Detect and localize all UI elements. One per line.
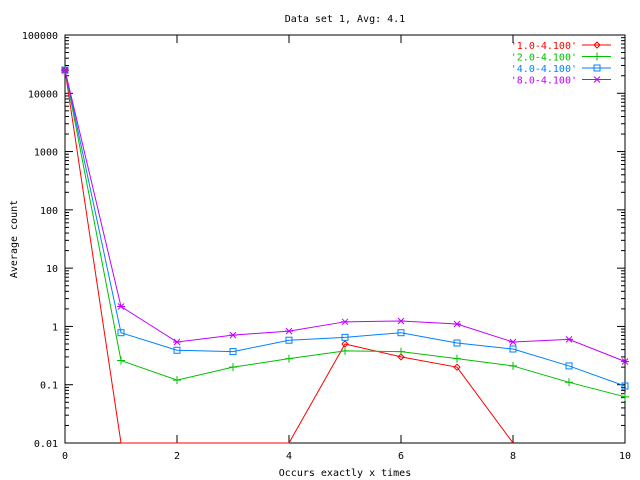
y-tick-label: 100 [40, 206, 58, 217]
y-tick-label: 1000 [34, 148, 58, 159]
legend-label: '2.0-4.100' [511, 53, 577, 64]
data-point [229, 348, 237, 356]
data-point [341, 340, 349, 348]
x-axis-label: Occurs exactly x times [279, 468, 411, 479]
data-point [341, 333, 349, 341]
legend-marker [593, 76, 601, 83]
data-point [341, 318, 349, 326]
series-line-0 [64, 70, 514, 444]
x-tick-label: 6 [398, 451, 404, 462]
data-point [453, 354, 461, 363]
data-point [61, 66, 69, 74]
legend-marker [593, 52, 601, 61]
data-point [397, 317, 405, 325]
x-tick-label: 0 [62, 451, 68, 462]
data-point [229, 331, 237, 339]
x-tick-label: 2 [174, 451, 180, 462]
y-tick-label: 100000 [22, 31, 58, 42]
data-point [509, 345, 517, 353]
data-point [565, 378, 573, 387]
data-point [285, 327, 293, 335]
data-point [509, 338, 517, 346]
x-tick-label: 4 [286, 451, 292, 462]
x-tick-label: 8 [510, 451, 516, 462]
legend-label: '4.0-4.100' [511, 64, 577, 75]
legend-marker [593, 64, 601, 72]
data-point [117, 356, 125, 365]
data-point [621, 382, 629, 390]
legend-label: '8.0-4.100' [511, 76, 577, 87]
series-line-3 [64, 69, 626, 362]
plot-frame [64, 34, 626, 444]
data-point [117, 303, 125, 310]
x-tick-label: 10 [619, 451, 631, 462]
y-tick-label: 0.1 [40, 381, 58, 392]
data-point [621, 358, 629, 365]
data-point [285, 354, 293, 363]
data-point [509, 361, 517, 370]
data-point [397, 347, 405, 356]
y-axis-label: Average count [9, 200, 20, 278]
data-point [341, 346, 349, 355]
y-tick-label: 1 [52, 322, 58, 333]
data-point [621, 392, 629, 401]
series-line-2 [64, 69, 626, 387]
data-point [453, 339, 461, 347]
chart-title: Data set 1, Avg: 4.1 [285, 14, 405, 25]
y-tick-label: 0.01 [34, 439, 58, 450]
y-tick-label: 10 [46, 264, 58, 275]
data-point [565, 336, 573, 343]
data-point [397, 329, 405, 337]
data-point [229, 363, 237, 372]
data-point [173, 376, 181, 385]
data-point [397, 353, 405, 361]
data-point [453, 320, 461, 328]
data-point [565, 362, 573, 370]
data-point [117, 329, 125, 337]
y-tick-label: 10000 [28, 89, 58, 100]
data-point [173, 338, 181, 346]
data-point [453, 363, 461, 371]
legend-label: '1.0-4.100' [511, 41, 577, 52]
data-point [285, 336, 293, 344]
legend-marker [593, 41, 601, 49]
data-point [173, 346, 181, 354]
